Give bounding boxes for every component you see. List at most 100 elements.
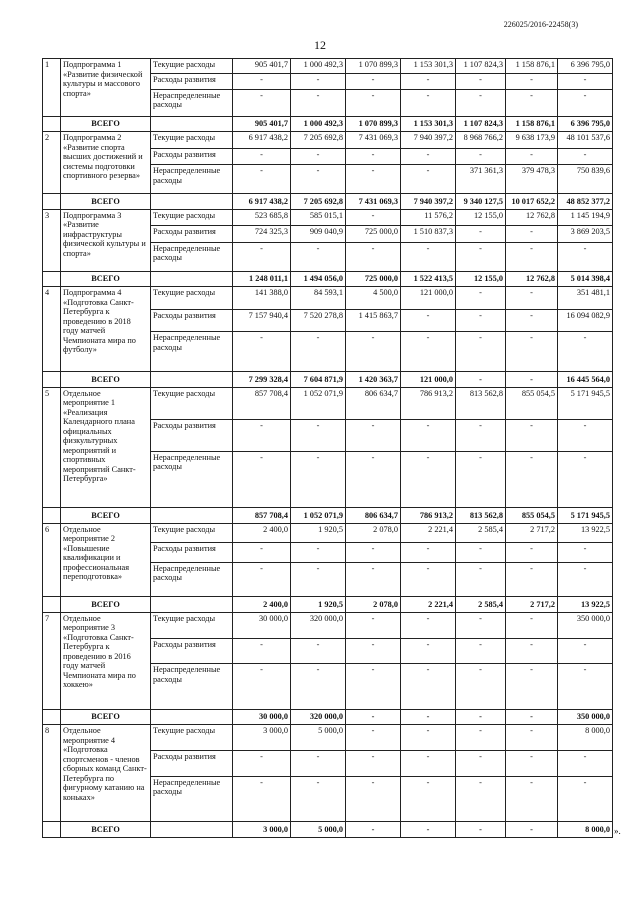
amount-cell: 2 400,0 [232,596,291,613]
amount-cell: 1 052 071,9 [290,386,346,420]
amount-cell: 1 248 011,1 [232,270,291,288]
expense-type: Нераспределенные расходы [150,663,233,710]
amount-cell: - [557,750,613,777]
empty-cell [150,708,233,726]
amount-cell: 1 158 876,1 [505,57,558,75]
total-row: ВСЕГО 7 299 328,4 7 604 871,9 1 420 363,7 12… [42,371,613,388]
item-name: Отдельное мероприятие 1 «Реализация Кале… [60,386,151,509]
amount-cell: 5 171 945,5 [557,507,613,524]
empty-cell [42,270,61,288]
expense-row: 7 Отдельное мероприятие 3 «Подготовка Сан… [42,611,613,710]
amount-cell: 857 708,4 [232,507,291,524]
amount-cell: - [400,241,456,272]
amount-cell: - [290,775,346,823]
amount-cell: - [345,663,401,710]
expense-type: Расходы развития [150,418,233,452]
empty-cell [42,193,61,210]
expense-type: Текущие расходы [150,611,233,639]
amount-cell: - [505,611,558,639]
amount-cell: 6 917 438,2 [232,193,291,210]
amount-cell: - [505,775,558,823]
amount-cell: 3 869 203,5 [557,225,613,243]
amount-cell: - [505,637,558,665]
amount-cell: 1 153 301,3 [400,57,456,75]
expense-row: Расходы развития - - - - - - - [43,147,613,166]
amount-cell: 2 078,0 [345,522,401,544]
amount-cell: 2 585,4 [455,596,506,613]
amount-cell: 351 481,1 [557,286,613,310]
amount-cell: 16 445 564,0 [557,371,613,388]
amount-cell: - [505,418,558,452]
amount-cell: - [455,286,506,310]
amount-cell: - [400,147,456,166]
amount-cell: - [557,241,613,272]
item-number: 8 [42,724,61,823]
expense-type: Нераспределенные расходы [150,331,233,373]
amount-cell: 1 522 413,5 [400,270,456,288]
expense-type: Текущие расходы [150,208,233,227]
amount-cell: - [455,308,506,333]
amount-cell: - [505,708,558,726]
amount-cell: - [232,637,291,665]
amount-cell: 7 431 069,3 [345,193,401,210]
expense-type: Расходы развития [150,73,233,90]
amount-cell: - [345,147,401,166]
amount-cell: 3 000,0 [232,821,291,838]
amount-cell: - [455,371,506,388]
amount-cell: 10 017 652,2 [505,193,558,210]
amount-cell: - [400,611,456,639]
amount-cell: 1 107 824,3 [455,115,506,133]
amount-cell: 725 000,0 [345,225,401,243]
expense-row: 1 Подпрограмма 1 «Развитие физической кул… [42,57,613,117]
item-number: 2 [42,131,61,195]
amount-cell: 13 922,5 [557,522,613,544]
empty-cell [150,596,233,613]
expense-row: Нераспределенные расходы - - - - - - - [43,241,613,272]
budget-table: 1 Подпрограмма 1 «Развитие физической кул… [42,57,613,838]
expense-row: 5 Отдельное мероприятие 1 «Реализация Кал… [42,386,613,509]
expense-type: Расходы развития [150,308,233,333]
total-row: ВСЕГО 3 000,0 5 000,0- - - -8 000,0 [42,821,613,838]
amount-cell: - [345,450,401,509]
amount-cell: 2 400,0 [232,522,291,544]
amount-cell: 1 107 824,3 [455,57,506,75]
amount-cell: 48 101 537,6 [557,131,613,149]
amount-cell: 1 158 876,1 [505,115,558,133]
empty-cell [150,193,233,210]
total-label: ВСЕГО [60,821,151,838]
item-number: 1 [42,58,61,117]
expense-type: Нераспределенные расходы [150,241,233,272]
empty-cell [150,371,233,388]
amount-cell: - [455,611,506,639]
amount-cell: - [455,88,506,117]
amount-cell: 7 205 692,8 [290,131,346,149]
amount-cell: 12 762,8 [505,270,558,288]
amount-cell: - [455,73,506,90]
amount-cell: - [400,724,456,752]
amount-cell: - [505,750,558,777]
amount-cell: 121 000,0 [400,286,456,310]
amount-cell: 857 708,4 [232,386,291,420]
amount-cell: - [345,88,401,117]
item-number: 7 [42,611,61,710]
amount-cell: 725 000,0 [345,270,401,288]
total-row: ВСЕГО 1 248 011,1 1 494 056,0 725 000,0 1 52… [42,270,613,288]
amount-cell: 7 431 069,3 [345,131,401,149]
amount-cell: 5 000,0 [290,724,346,752]
expense-type: Текущие расходы [150,57,233,75]
empty-cell [42,708,61,726]
item-name: Подпрограмма 1 «Развитие физической куль… [60,58,151,117]
amount-cell: 7 940 397,2 [400,193,456,210]
amount-cell: - [455,241,506,272]
amount-cell: - [455,147,506,166]
amount-cell: - [505,561,558,598]
expense-row: 2 Подпрограмма 2 «Развитие спорта высших … [42,131,613,195]
expense-type: Расходы развития [150,542,233,563]
amount-cell: - [400,308,456,333]
amount-cell: - [557,561,613,598]
amount-cell: - [455,821,506,838]
amount-cell: - [557,147,613,166]
amount-cell: - [557,331,613,373]
amount-cell: 750 839,6 [557,164,613,195]
amount-cell: - [455,663,506,710]
